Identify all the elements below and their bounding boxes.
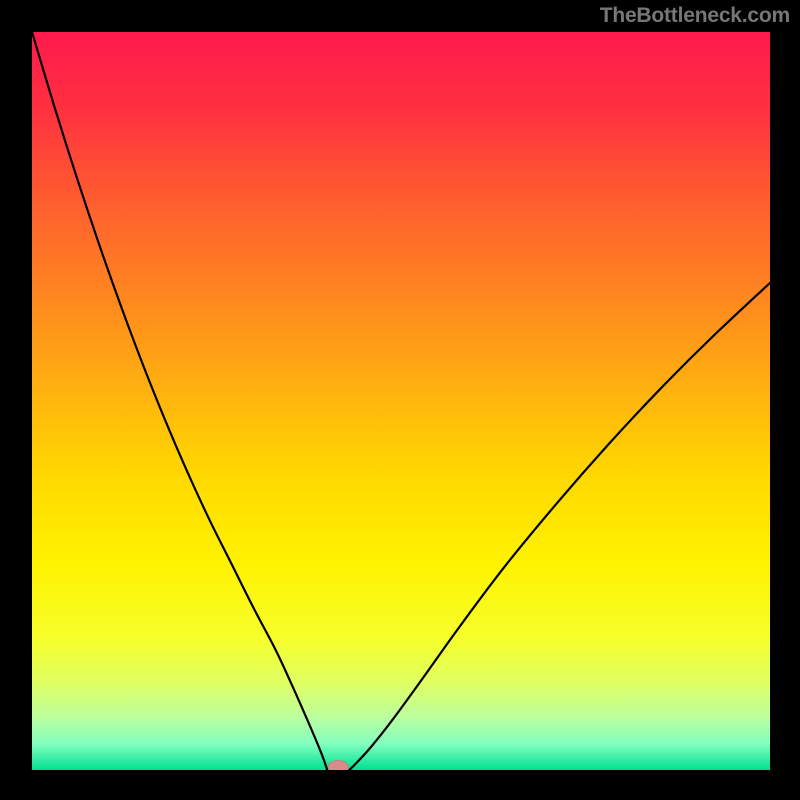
bottleneck-chart xyxy=(0,0,800,800)
chart-container: TheBottleneck.com xyxy=(0,0,800,800)
watermark-text: TheBottleneck.com xyxy=(600,4,790,28)
